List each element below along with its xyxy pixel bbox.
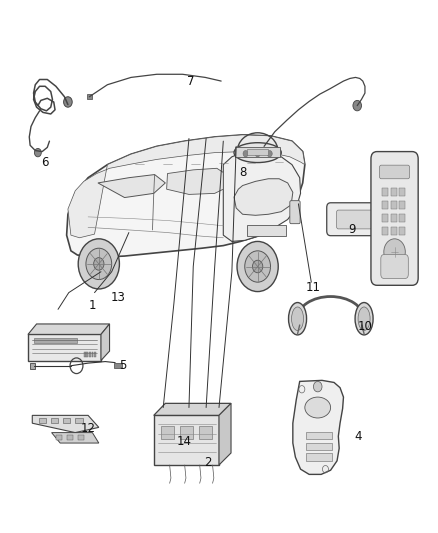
Text: 6: 6 — [42, 156, 49, 168]
Bar — [39, 418, 46, 423]
Circle shape — [314, 382, 322, 392]
Text: 5: 5 — [119, 359, 126, 372]
Polygon shape — [68, 135, 305, 238]
Polygon shape — [101, 324, 110, 360]
Bar — [63, 418, 71, 423]
Circle shape — [245, 251, 271, 282]
Text: 10: 10 — [357, 320, 372, 333]
Bar — [306, 443, 332, 450]
Bar — [87, 94, 92, 99]
Bar — [391, 188, 397, 196]
Bar — [180, 426, 193, 439]
Polygon shape — [154, 415, 219, 465]
Bar — [56, 435, 62, 440]
Bar — [161, 426, 174, 439]
Circle shape — [86, 248, 112, 280]
Bar — [382, 227, 388, 235]
Circle shape — [255, 150, 260, 157]
Bar — [199, 426, 212, 439]
Text: 1: 1 — [88, 299, 96, 312]
Text: 9: 9 — [348, 223, 356, 237]
Text: 8: 8 — [239, 166, 246, 179]
Polygon shape — [166, 168, 223, 195]
Circle shape — [384, 239, 405, 265]
Ellipse shape — [292, 307, 304, 330]
Bar — [399, 188, 405, 196]
Ellipse shape — [289, 303, 307, 335]
Bar — [391, 214, 397, 222]
Bar — [247, 225, 286, 236]
Text: 7: 7 — [187, 75, 195, 87]
Bar — [51, 418, 58, 423]
Polygon shape — [28, 324, 110, 334]
Bar — [94, 352, 96, 358]
FancyBboxPatch shape — [380, 165, 410, 179]
Bar — [84, 352, 85, 358]
Circle shape — [78, 239, 120, 289]
Circle shape — [252, 260, 263, 273]
Bar — [30, 362, 35, 369]
Circle shape — [64, 97, 72, 107]
Polygon shape — [52, 433, 99, 443]
Polygon shape — [293, 381, 343, 474]
FancyBboxPatch shape — [327, 203, 384, 236]
Ellipse shape — [305, 397, 331, 418]
Bar — [92, 352, 93, 358]
Ellipse shape — [358, 307, 370, 330]
FancyBboxPatch shape — [371, 151, 418, 285]
Circle shape — [35, 149, 41, 157]
FancyBboxPatch shape — [337, 210, 374, 229]
Polygon shape — [223, 151, 300, 241]
Bar — [67, 435, 73, 440]
Polygon shape — [98, 175, 166, 198]
Polygon shape — [219, 403, 231, 465]
Bar — [306, 454, 332, 461]
Circle shape — [353, 100, 361, 111]
Circle shape — [267, 150, 272, 157]
Bar — [247, 149, 268, 155]
Polygon shape — [234, 179, 293, 215]
Text: 2: 2 — [205, 456, 212, 469]
Circle shape — [94, 257, 104, 270]
Bar — [382, 188, 388, 196]
Bar — [399, 214, 405, 222]
Bar — [391, 201, 397, 209]
Bar — [391, 227, 397, 235]
Bar — [114, 362, 122, 368]
Circle shape — [237, 241, 278, 292]
Text: 4: 4 — [355, 430, 362, 443]
Polygon shape — [154, 403, 231, 415]
Bar — [399, 201, 405, 209]
Polygon shape — [67, 135, 305, 257]
FancyBboxPatch shape — [290, 201, 300, 224]
Bar — [399, 227, 405, 235]
Text: 12: 12 — [81, 422, 95, 435]
Polygon shape — [32, 415, 99, 433]
Bar — [89, 352, 91, 358]
Bar — [86, 352, 88, 358]
Bar — [235, 148, 280, 157]
Polygon shape — [28, 334, 101, 360]
Text: 14: 14 — [177, 435, 192, 448]
Bar — [382, 214, 388, 222]
Bar — [306, 432, 332, 439]
FancyBboxPatch shape — [381, 254, 408, 279]
Ellipse shape — [234, 143, 281, 163]
Circle shape — [243, 150, 248, 157]
Text: 13: 13 — [111, 292, 126, 304]
Bar — [75, 418, 82, 423]
Text: 11: 11 — [306, 281, 321, 294]
Bar — [382, 201, 388, 209]
Bar — [78, 435, 84, 440]
Ellipse shape — [355, 303, 373, 335]
Bar — [35, 338, 78, 343]
